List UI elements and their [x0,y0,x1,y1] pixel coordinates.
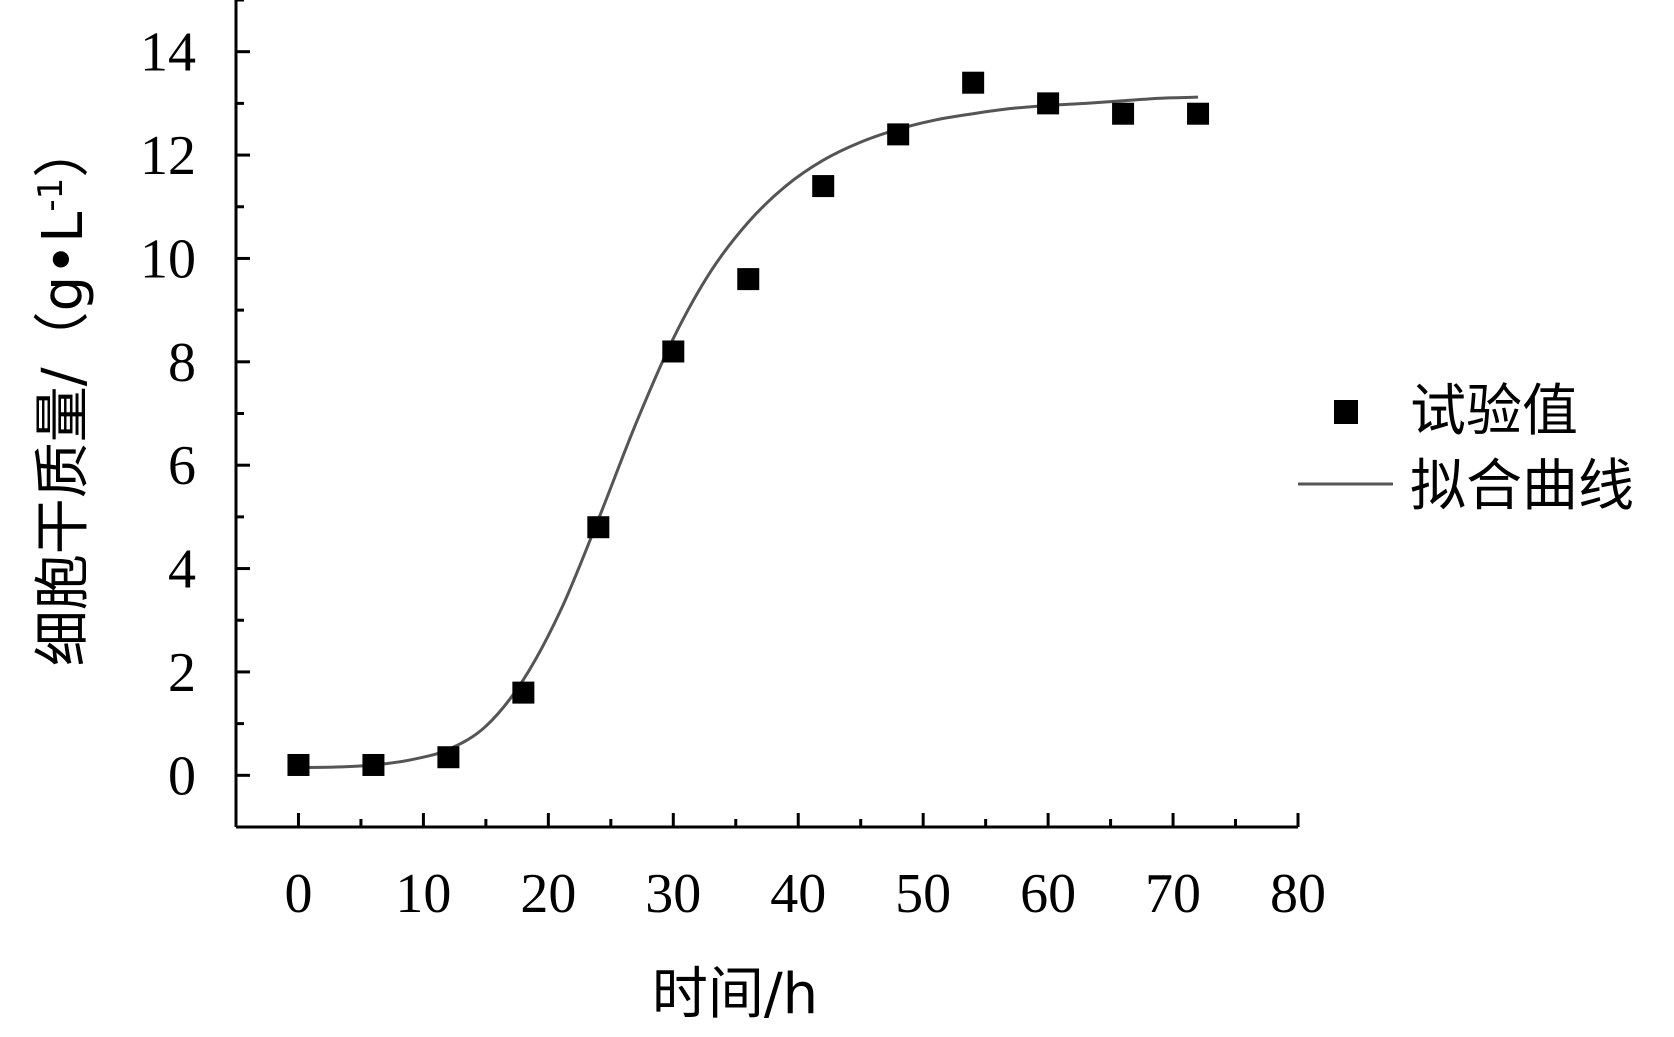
data-point [587,516,610,539]
data-point [662,340,685,363]
y-tick-label: 12 [140,125,196,187]
fit-curve-line [298,95,1199,770]
x-axis: 0 10 20 30 40 50 60 70 80 [284,813,1326,925]
plot-frame [234,0,1300,829]
fit-curve-series [298,95,1199,770]
data-point [362,753,385,776]
x-axis-title: 时间/h [652,962,818,1027]
data-point [287,753,310,776]
y-axis-title-superscript: -1 [31,178,71,212]
y-tick-label: 2 [168,642,196,704]
y-axis-title-main: 细胞干质量/（g•L [31,212,96,667]
data-point [812,175,835,198]
legend-marker-square [1334,400,1358,424]
x-tick-label: 0 [284,863,312,925]
data-point [737,268,760,291]
y-axis-title-close: ） [31,122,96,178]
y-tick-label: 8 [168,332,196,394]
x-tick-label: 30 [645,863,701,925]
x-tick-label: 20 [520,863,576,925]
data-point [962,71,985,94]
x-tick-label: 70 [1145,863,1201,925]
data-point [1187,102,1210,125]
y-tick-label: 0 [168,745,196,807]
x-tick-label: 60 [1020,863,1076,925]
x-tick-label: 80 [1270,863,1326,925]
y-tick-label: 14 [140,22,196,84]
data-point [512,681,535,704]
x-tick-label: 50 [895,863,951,925]
data-point [1112,102,1135,125]
y-axis: 0 2 4 6 8 10 12 14 [140,0,250,829]
y-axis-title: 细胞干质量/（g•L-1） [31,122,96,667]
data-point [1037,92,1060,115]
legend-label-experimental: 试验值 [1410,379,1578,444]
y-tick-label: 4 [168,539,196,601]
data-point [887,123,910,146]
y-tick-label: 6 [168,435,196,497]
data-point [437,746,460,769]
y-tick-label: 10 [140,228,196,290]
x-tick-label: 10 [395,863,451,925]
legend: 试验值 拟合曲线 [1298,379,1634,519]
experimental-points-series [287,71,1210,776]
legend-label-fit-curve: 拟合曲线 [1410,454,1634,519]
x-tick-label: 40 [770,863,826,925]
